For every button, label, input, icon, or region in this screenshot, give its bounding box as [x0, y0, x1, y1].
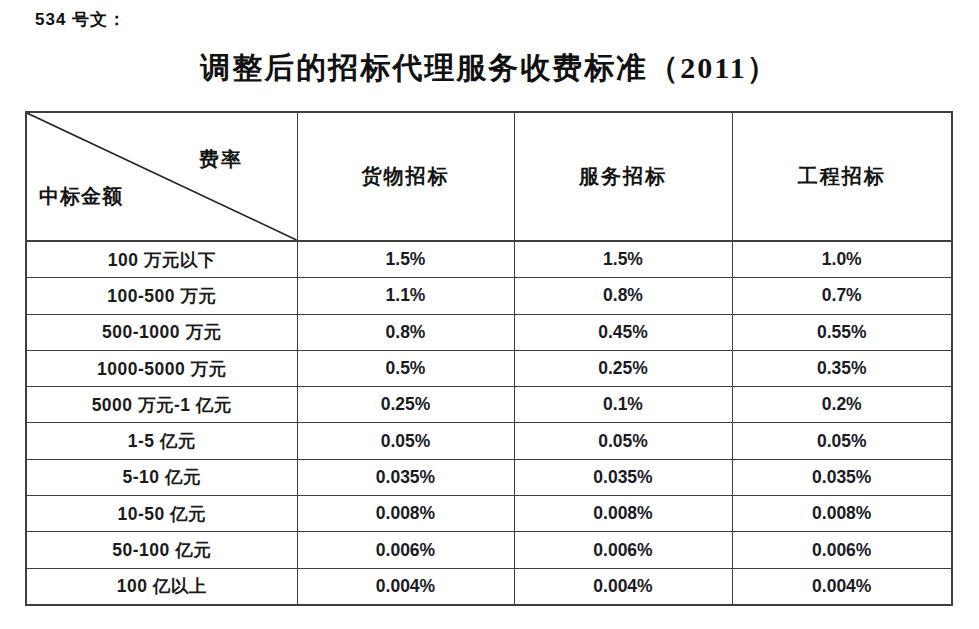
- engineering-rate-cell: 0.7%: [732, 278, 952, 314]
- goods-rate-cell: 0.25%: [297, 387, 514, 423]
- engineering-rate-cell: 0.35%: [732, 350, 952, 386]
- table-row: 5000 万元-1 亿元 0.25% 0.1% 0.2%: [26, 387, 952, 423]
- table-row: 1-5 亿元 0.05% 0.05% 0.05%: [26, 423, 952, 459]
- amount-cell: 500-1000 万元: [26, 314, 297, 350]
- table-row: 100 万元以下 1.5% 1.5% 1.0%: [26, 241, 952, 278]
- goods-rate-cell: 0.008%: [297, 496, 514, 532]
- goods-rate-cell: 1.5%: [297, 241, 514, 278]
- amount-cell: 5000 万元-1 亿元: [26, 387, 297, 423]
- header-row: 费率 中标金额 货物招标 服务招标 工程招标: [26, 112, 952, 241]
- amount-cell: 1-5 亿元: [26, 423, 297, 459]
- diagonal-line: [27, 113, 297, 240]
- document-page: 534 号文： 调整后的招标代理服务收费标准（2011） 费率 中标金额 货物招…: [0, 0, 979, 629]
- engineering-rate-cell: 0.05%: [732, 423, 952, 459]
- service-rate-cell: 0.8%: [514, 278, 732, 314]
- service-rate-cell: 1.5%: [514, 241, 732, 278]
- table-row: 50-100 亿元 0.006% 0.006% 0.006%: [26, 532, 952, 568]
- service-rate-cell: 0.1%: [514, 387, 732, 423]
- amount-cell: 50-100 亿元: [26, 532, 297, 568]
- table-row: 5-10 亿元 0.035% 0.035% 0.035%: [26, 459, 952, 495]
- service-rate-cell: 0.035%: [514, 459, 732, 495]
- service-rate-cell: 0.006%: [514, 532, 732, 568]
- amount-cell: 1000-5000 万元: [26, 350, 297, 386]
- service-rate-cell: 0.008%: [514, 496, 732, 532]
- goods-rate-cell: 0.004%: [297, 568, 514, 605]
- doc-number: 534 号文：: [35, 8, 126, 31]
- service-rate-cell: 0.25%: [514, 350, 732, 386]
- page-title: 调整后的招标代理服务收费标准（2011）: [0, 48, 979, 89]
- goods-rate-cell: 0.035%: [297, 459, 514, 495]
- table-row: 10-50 亿元 0.008% 0.008% 0.008%: [26, 496, 952, 532]
- amount-cell: 10-50 亿元: [26, 496, 297, 532]
- table-body: 100 万元以下 1.5% 1.5% 1.0% 100-500 万元 1.1% …: [26, 241, 952, 605]
- column-header-goods-bidding: 货物招标: [297, 112, 514, 241]
- engineering-rate-cell: 0.004%: [732, 568, 952, 605]
- service-rate-cell: 0.05%: [514, 423, 732, 459]
- table-row: 100 亿以上 0.004% 0.004% 0.004%: [26, 568, 952, 605]
- engineering-rate-cell: 0.2%: [732, 387, 952, 423]
- engineering-rate-cell: 0.006%: [732, 532, 952, 568]
- engineering-rate-cell: 1.0%: [732, 241, 952, 278]
- service-rate-cell: 0.45%: [514, 314, 732, 350]
- table-row: 500-1000 万元 0.8% 0.45% 0.55%: [26, 314, 952, 350]
- amount-cell: 100 亿以上: [26, 568, 297, 605]
- goods-rate-cell: 1.1%: [297, 278, 514, 314]
- goods-rate-cell: 0.5%: [297, 350, 514, 386]
- amount-cell: 100-500 万元: [26, 278, 297, 314]
- goods-rate-cell: 0.05%: [297, 423, 514, 459]
- goods-rate-cell: 0.8%: [297, 314, 514, 350]
- amount-cell: 5-10 亿元: [26, 459, 297, 495]
- column-header-service-bidding: 服务招标: [514, 112, 732, 241]
- engineering-rate-cell: 0.55%: [732, 314, 952, 350]
- table-row: 100-500 万元 1.1% 0.8% 0.7%: [26, 278, 952, 314]
- goods-rate-cell: 0.006%: [297, 532, 514, 568]
- column-header-engineering-bidding: 工程招标: [732, 112, 952, 241]
- service-rate-cell: 0.004%: [514, 568, 732, 605]
- corner-label-amount: 中标金额: [39, 183, 123, 210]
- engineering-rate-cell: 0.008%: [732, 496, 952, 532]
- fee-table: 费率 中标金额 货物招标 服务招标 工程招标 100 万元以下 1.5% 1.5…: [25, 111, 953, 606]
- corner-label-rate: 费率: [199, 146, 243, 173]
- corner-cell: 费率 中标金额: [26, 112, 297, 241]
- amount-cell: 100 万元以下: [26, 241, 297, 278]
- engineering-rate-cell: 0.035%: [732, 459, 952, 495]
- table-row: 1000-5000 万元 0.5% 0.25% 0.35%: [26, 350, 952, 386]
